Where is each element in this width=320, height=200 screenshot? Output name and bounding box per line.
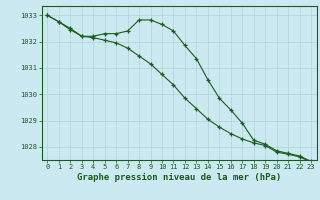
- X-axis label: Graphe pression niveau de la mer (hPa): Graphe pression niveau de la mer (hPa): [77, 173, 281, 182]
